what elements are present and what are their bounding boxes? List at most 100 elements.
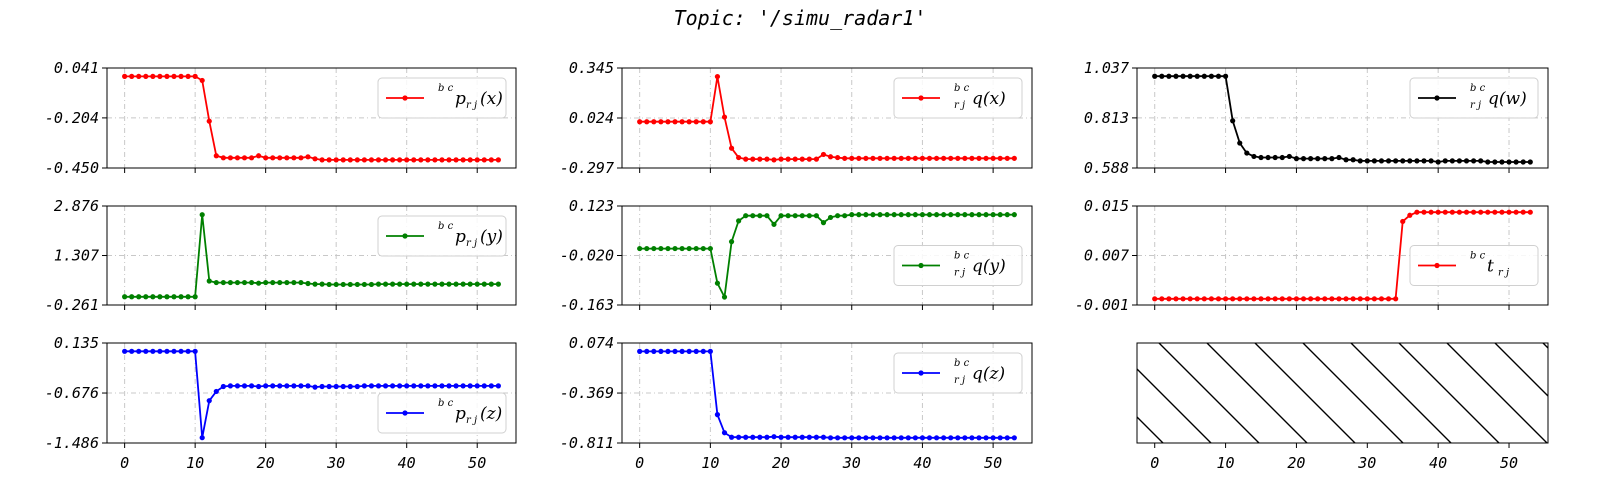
data-point xyxy=(1435,209,1441,215)
data-point xyxy=(1378,158,1385,164)
data-point xyxy=(1244,150,1250,156)
data-point xyxy=(933,435,940,441)
data-point xyxy=(962,435,968,441)
y-tick-label: -0.001 xyxy=(1075,296,1129,314)
data-point xyxy=(312,384,318,390)
data-point xyxy=(658,245,664,252)
data-point xyxy=(757,434,763,440)
x-tick-label: 50 xyxy=(468,454,486,472)
data-point xyxy=(1343,296,1349,302)
data-point xyxy=(1300,156,1307,162)
data-point xyxy=(305,383,311,389)
data-point xyxy=(728,145,735,151)
data-point xyxy=(1286,153,1292,160)
subplot-p_y: 2.876 1.307 -0.261 b cp r j (y) xyxy=(45,197,517,314)
data-point xyxy=(1004,155,1010,161)
data-point xyxy=(368,281,375,288)
data-point xyxy=(651,348,657,354)
data-point xyxy=(178,294,184,300)
data-point xyxy=(750,213,756,219)
data-point xyxy=(220,279,226,286)
legend-superscript: b c xyxy=(954,358,970,369)
plot-frame xyxy=(106,342,517,444)
data-point xyxy=(340,281,346,288)
data-point xyxy=(686,245,692,252)
data-point xyxy=(1180,296,1186,302)
data-point xyxy=(1463,158,1470,164)
data-point xyxy=(1378,296,1385,302)
data-point xyxy=(368,157,375,163)
data-point xyxy=(693,245,699,252)
data-point xyxy=(870,155,876,161)
x-tick-label: 0 xyxy=(635,454,644,472)
data-point xyxy=(199,212,205,218)
subplot-p_z: 0 10 20 30 40 50 0.135 -0.676 -1.486 b cp r j (z) xyxy=(45,334,517,472)
legend-symbol: q(x) xyxy=(972,89,1006,109)
data-point xyxy=(912,435,918,441)
data-point xyxy=(418,383,424,389)
data-point xyxy=(792,434,798,440)
data-point xyxy=(1527,159,1533,165)
data-point xyxy=(164,73,170,79)
data-point xyxy=(686,119,692,125)
data-point xyxy=(354,383,360,390)
data-point xyxy=(1364,158,1370,164)
data-point xyxy=(404,281,410,287)
legend-superscript: b c xyxy=(954,251,970,262)
data-point xyxy=(1506,159,1512,165)
x-tick-label: 10 xyxy=(186,454,204,472)
data-point xyxy=(771,221,777,227)
data-point xyxy=(827,214,834,221)
legend-symbol: q(w) xyxy=(1488,89,1527,109)
data-point xyxy=(185,348,191,354)
data-point xyxy=(658,348,664,354)
data-point xyxy=(1357,158,1363,164)
legend-marker xyxy=(402,95,408,101)
data-point xyxy=(1336,154,1342,161)
data-point xyxy=(397,383,403,389)
data-point xyxy=(700,245,706,252)
data-point xyxy=(171,294,177,300)
data-point xyxy=(164,348,170,354)
plot-frame xyxy=(621,342,1033,444)
data-point xyxy=(743,213,749,219)
legend-marker xyxy=(918,262,924,269)
legend-marker xyxy=(1434,262,1440,269)
data-point xyxy=(425,157,431,163)
data-point xyxy=(460,281,466,287)
data-point xyxy=(1414,158,1420,164)
data-point xyxy=(1499,159,1505,165)
data-point xyxy=(241,279,248,286)
legend: b c r j q(y) xyxy=(893,245,1023,286)
data-point xyxy=(270,155,276,161)
data-point xyxy=(136,348,142,354)
data-point xyxy=(319,281,325,287)
data-point xyxy=(955,155,961,161)
data-point xyxy=(898,212,904,218)
data-point xyxy=(842,155,848,161)
data-point xyxy=(298,383,304,389)
data-point xyxy=(1286,296,1292,302)
data-point xyxy=(743,156,749,162)
data-point xyxy=(206,278,212,284)
data-point xyxy=(270,383,276,389)
data-point xyxy=(1329,156,1335,162)
data-point xyxy=(1159,73,1165,79)
data-point xyxy=(1470,158,1477,164)
data-point xyxy=(361,157,367,163)
data-point xyxy=(1421,209,1427,215)
data-point xyxy=(291,279,297,286)
data-point xyxy=(835,435,841,441)
data-point xyxy=(1322,156,1328,162)
legend-superscript: b c xyxy=(954,83,970,94)
data-point xyxy=(933,155,940,161)
data-point xyxy=(432,281,438,287)
data-point xyxy=(495,383,501,389)
data-point xyxy=(453,281,459,287)
data-point xyxy=(488,383,494,389)
data-point xyxy=(481,157,487,163)
data-point xyxy=(750,434,756,440)
data-point xyxy=(439,383,445,389)
data-point xyxy=(1152,73,1158,79)
data-point xyxy=(1011,212,1017,218)
